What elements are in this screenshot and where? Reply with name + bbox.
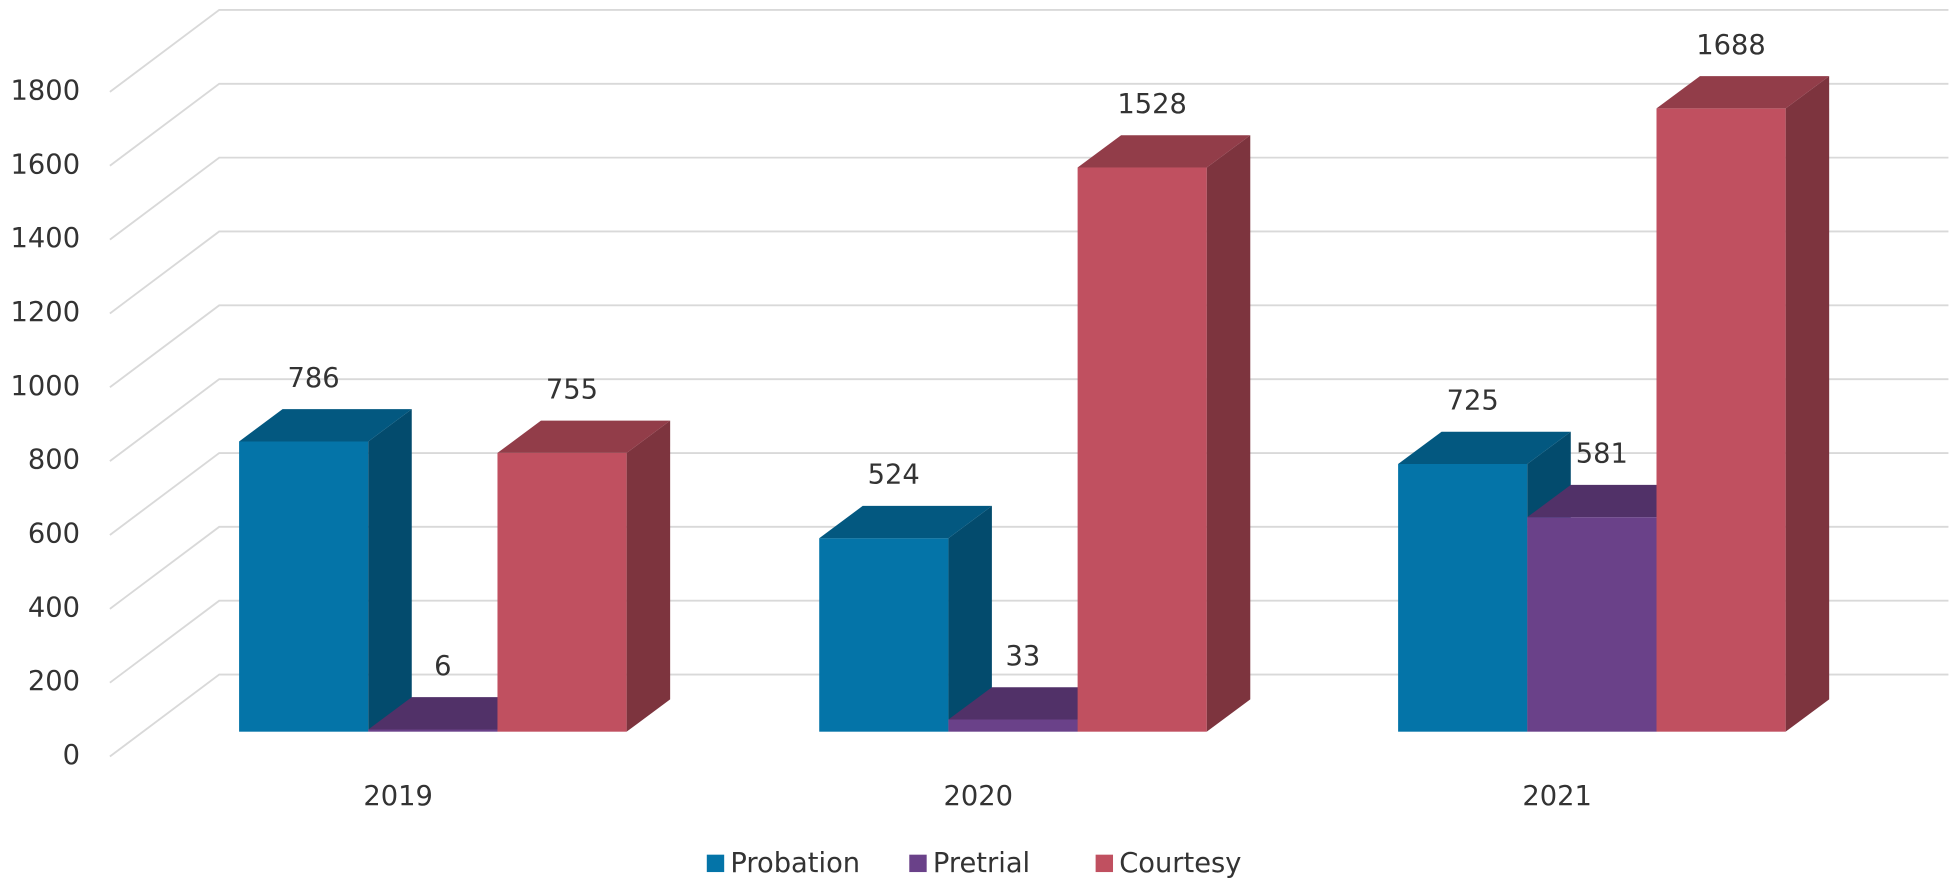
data-label: 786	[288, 363, 340, 394]
bar	[239, 409, 412, 732]
bar-side	[1785, 76, 1830, 732]
y-tick-label: 600	[28, 518, 80, 549]
bar-side	[368, 409, 412, 732]
bar-front	[1527, 517, 1657, 732]
legend-label: Courtesy	[1119, 848, 1241, 879]
data-label: 1528	[1117, 89, 1187, 120]
data-label: 6	[434, 651, 451, 682]
bar-side	[1206, 135, 1251, 732]
grid-line	[109, 599, 1949, 684]
bar-top	[1398, 431, 1571, 464]
bar	[497, 420, 671, 732]
y-tick-label: 1200	[11, 297, 81, 328]
grid-line	[109, 82, 1949, 167]
x-tick-label: 2020	[943, 781, 1013, 812]
grid-line	[109, 525, 1949, 610]
grid-line	[109, 378, 1949, 462]
bar-front	[1398, 463, 1528, 732]
bar-front	[368, 729, 498, 732]
bar-top	[1077, 135, 1251, 168]
bar-top	[1656, 76, 1830, 109]
legend: Probation Pretrial Courtesy	[706, 848, 1241, 879]
y-tick-label: 1600	[11, 149, 81, 180]
bar-front	[239, 441, 369, 732]
bar-front	[1077, 167, 1207, 732]
y-tick-label: 1000	[11, 371, 81, 402]
bar-front	[1656, 108, 1786, 732]
grid-line	[109, 673, 1949, 758]
bar-front	[497, 452, 627, 732]
bar-side	[626, 420, 671, 732]
bar	[819, 505, 992, 732]
bar-top	[239, 409, 412, 442]
grid-line	[109, 304, 1949, 389]
data-label: 581	[1576, 439, 1628, 470]
y-tick-label: 800	[28, 445, 80, 476]
legend-label: Probation	[730, 848, 860, 879]
bar-front	[819, 538, 949, 732]
y-tick-label: 0	[63, 740, 80, 771]
legend-swatch	[1095, 854, 1114, 873]
data-label: 33	[1006, 641, 1041, 672]
x-tick-label: 2019	[363, 781, 433, 812]
data-label: 524	[868, 460, 920, 491]
bar-top	[819, 505, 992, 539]
bar-top	[497, 420, 671, 453]
legend-swatch	[706, 854, 725, 873]
bar	[1656, 76, 1830, 732]
y-tick-label: 1800	[11, 75, 81, 106]
bar-front	[948, 719, 1078, 732]
grid-line	[109, 230, 1949, 315]
bar	[1077, 135, 1251, 732]
grid-line	[109, 156, 1949, 241]
y-tick-label: 1400	[11, 223, 81, 254]
data-label: 755	[546, 374, 598, 405]
y-tick-label: 400	[28, 592, 80, 623]
grid-line	[109, 9, 1949, 93]
x-tick-label: 2021	[1522, 781, 1592, 812]
legend-swatch	[909, 854, 927, 873]
grid-line	[109, 452, 1949, 536]
data-label: 725	[1447, 385, 1499, 416]
bar-side	[948, 505, 992, 732]
y-tick-label: 200	[28, 666, 80, 697]
data-label: 1688	[1696, 30, 1766, 61]
legend-label: Pretrial	[933, 848, 1030, 879]
